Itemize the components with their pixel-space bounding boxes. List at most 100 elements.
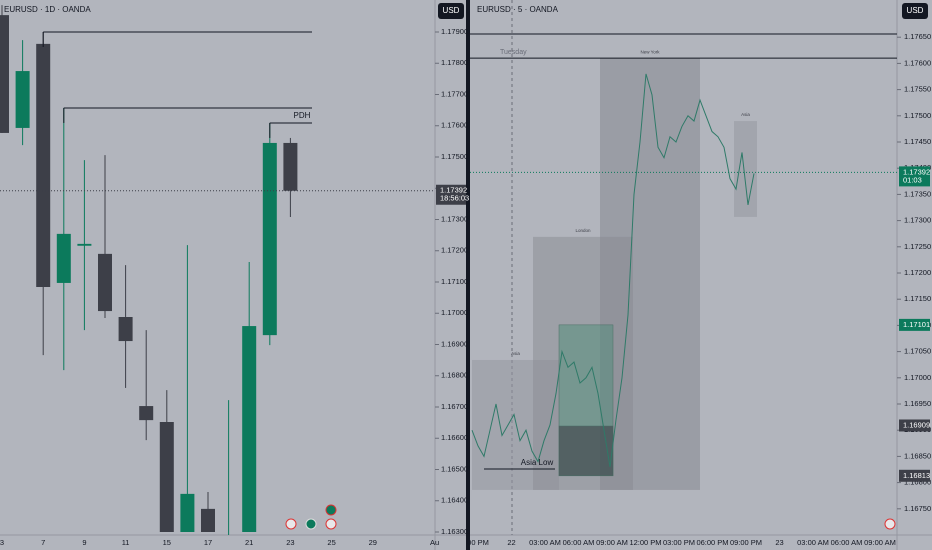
y-tick-label: 1.17350: [904, 189, 931, 198]
y-tick-label: 1.17700: [441, 89, 468, 98]
y-tick-label: 1.17000: [441, 308, 468, 317]
candle-body: [201, 508, 215, 532]
x-tick-label: 06:00 AM: [831, 538, 863, 547]
y-tick-label: 1.17800: [441, 58, 468, 67]
price-tag-value: 1.16909: [903, 420, 930, 429]
x-tick-label: 23: [775, 538, 783, 547]
price-tag: [899, 166, 930, 187]
x-tick-label: 11: [122, 538, 130, 547]
y-tick-label: 1.17250: [904, 242, 931, 251]
candle-body: [283, 142, 298, 191]
y-tick-label: 1.17200: [904, 268, 931, 277]
currency-label: USD: [907, 6, 924, 15]
price-tag-countdown: 01:03: [903, 175, 922, 184]
x-tick-label: 00 PM: [467, 538, 489, 547]
y-tick-label: 1.17900: [441, 27, 468, 36]
price-tag-countdown: 18:56:03: [440, 194, 469, 203]
y-tick-label: 1.16800: [441, 371, 468, 380]
currency-button[interactable]: [438, 3, 464, 19]
price-tag: [899, 419, 930, 432]
price-tag: [436, 184, 466, 205]
event-icon[interactable]: [305, 518, 317, 530]
candle-body: [262, 142, 277, 336]
plot-area: [0, 5, 312, 535]
session-label: London: [575, 228, 591, 233]
price-tag-value: 1.17392: [440, 186, 467, 195]
candle-body: [242, 326, 257, 532]
x-tick-label: 15: [163, 538, 171, 547]
x-tick-label: 09:00 AM: [596, 538, 628, 547]
x-tick-label: 12:00 PM: [629, 538, 661, 547]
price-tag-value: 1.17392: [903, 167, 930, 176]
x-tick-label: 21: [245, 538, 253, 547]
y-tick-label: 1.17600: [904, 58, 931, 67]
chart-title: EURUSD · 1D · OANDA: [4, 5, 91, 14]
x-tick-label: 23: [286, 538, 294, 547]
session-label: Asia: [741, 112, 750, 117]
x-tick-label: 29: [369, 538, 377, 547]
x-tick-label: 25: [327, 538, 335, 547]
y-tick-label: 1.17300: [441, 214, 468, 223]
price-line: [471, 73, 755, 467]
x-tick-label: 06:00 AM: [563, 538, 595, 547]
y-tick-label: 1.16500: [441, 464, 468, 473]
candle-body: [139, 406, 154, 421]
x-tick-label: Au: [430, 538, 439, 547]
event-icon[interactable]: [285, 518, 297, 530]
y-tick-label: 1.17500: [441, 152, 468, 161]
y-tick-label: 1.17200: [441, 246, 468, 255]
y-tick-label: 1.17050: [904, 347, 931, 356]
y-tick-label: 1.17650: [904, 32, 931, 41]
y-tick-label: 1.17550: [904, 85, 931, 94]
price-tag-value: 1.16813: [903, 471, 930, 480]
candle-body: [56, 233, 71, 283]
level-label: PDH: [294, 111, 311, 120]
x-tick-label: 7: [41, 538, 45, 547]
y-tick-label: 1.17100: [441, 277, 468, 286]
y-tick-label: 1.16950: [904, 399, 931, 408]
x-tick-label: 03:00 AM: [797, 538, 829, 547]
x-tick-label: 9: [82, 538, 86, 547]
y-tick-label: 1.16900: [441, 339, 468, 348]
panel-divider: [466, 0, 470, 550]
y-tick-label: 1.16750: [904, 504, 931, 513]
x-tick-label: 09:00 AM: [864, 538, 896, 547]
candle-body: [180, 493, 195, 532]
event-icon[interactable]: [884, 518, 896, 530]
candle-body: [159, 422, 174, 532]
x-tick-label: 09:00 PM: [730, 538, 762, 547]
y-tick-label: 1.17450: [904, 137, 931, 146]
plot-area: [470, 0, 897, 535]
x-tick-label: 17: [204, 538, 212, 547]
y-tick-label: 1.17300: [904, 216, 931, 225]
x-tick-label: 06:00 PM: [696, 538, 728, 547]
currency-button[interactable]: [902, 3, 928, 19]
level-label: Asia Low: [521, 458, 554, 467]
price-tag: [899, 469, 930, 482]
y-tick-label: 1.16850: [904, 451, 931, 460]
candle-body: [118, 317, 133, 342]
session-zone: [734, 121, 757, 217]
price-tag: [899, 318, 930, 331]
y-tick-label: 1.16700: [441, 402, 468, 411]
event-icons: [285, 504, 896, 530]
session-label: Asia: [511, 351, 520, 356]
candle-body: [15, 71, 30, 128]
candle-body: [77, 243, 92, 246]
session-label: New York: [640, 49, 660, 54]
x-tick-label: 03:00 AM: [529, 538, 561, 547]
candle-body: [36, 43, 51, 287]
y-tick-label: 1.17500: [904, 111, 931, 120]
candle-body: [98, 253, 112, 312]
y-tick-label: 1.17600: [441, 121, 468, 130]
price-tag-value: 1.17101: [903, 320, 930, 329]
x-tick-label: 3: [0, 538, 4, 547]
event-icon[interactable]: [325, 504, 337, 516]
y-tick-label: 1.17150: [904, 294, 931, 303]
x-tick-label: 03:00 PM: [663, 538, 695, 547]
currency-label: USD: [443, 6, 460, 15]
chart-title: EURUSD · 5 · OANDA: [477, 5, 559, 14]
event-icon[interactable]: [325, 518, 337, 530]
x-tick-label: 22: [507, 538, 515, 547]
